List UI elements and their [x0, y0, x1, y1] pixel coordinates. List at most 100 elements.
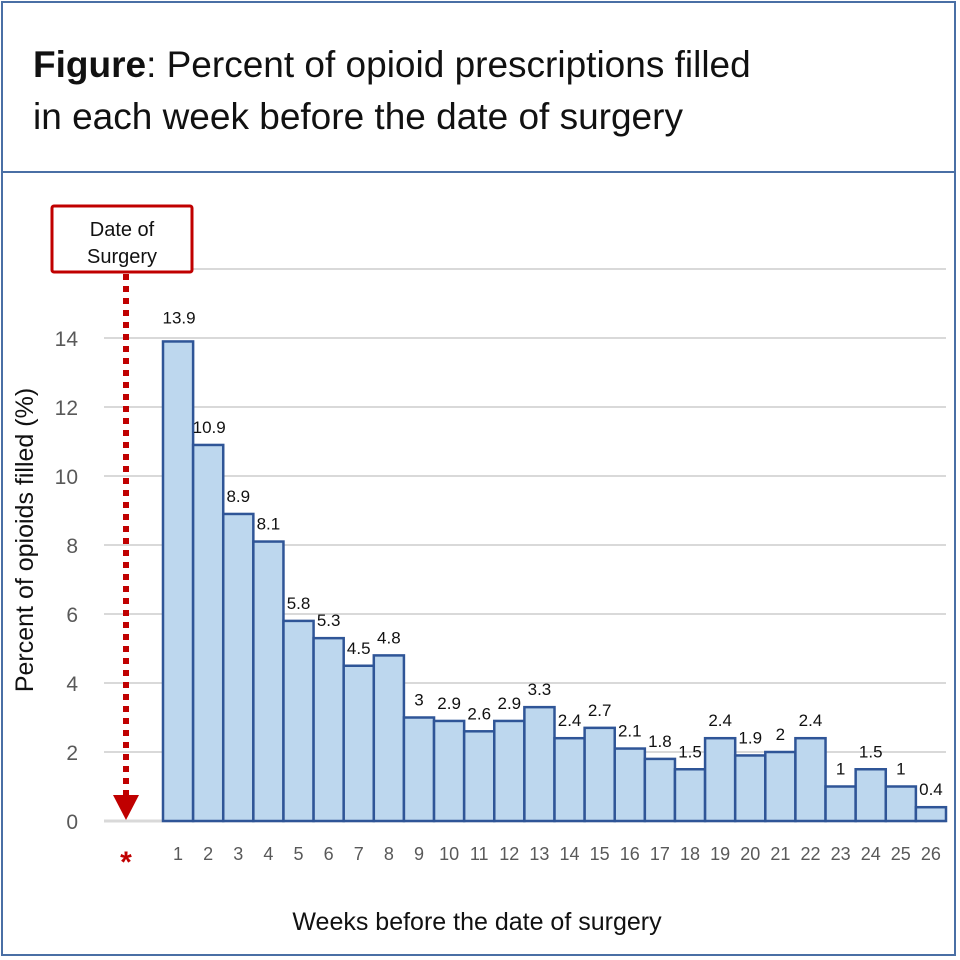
x-tick-label: 3 [233, 844, 243, 864]
data-label: 13.9 [163, 308, 196, 327]
data-label: 1.9 [738, 728, 762, 747]
x-tick-label: 23 [831, 844, 851, 864]
bar [462, 730, 496, 823]
x-tick-label: 6 [324, 844, 334, 864]
title-box: Figure: Percent of opioid prescriptions … [1, 1, 956, 173]
y-tick-label: 6 [66, 604, 78, 627]
x-tick-label: 1 [173, 844, 183, 864]
title-bold: Figure [33, 44, 147, 85]
surgery-marker: * [120, 846, 132, 879]
bar [342, 664, 376, 823]
x-tick-label: 8 [384, 844, 394, 864]
bar [733, 754, 767, 823]
bar [312, 636, 345, 823]
data-label: 8.9 [226, 487, 250, 506]
data-label: 1.5 [859, 742, 883, 761]
bar [523, 705, 556, 823]
bar [613, 747, 647, 823]
bar [372, 654, 406, 823]
x-tick-label: 20 [740, 844, 760, 864]
y-tick-label: 4 [66, 673, 78, 696]
x-tick-label: 15 [590, 844, 610, 864]
y-axis-title: Percent of opioids filled (%) [11, 388, 39, 692]
data-label: 2.9 [437, 694, 461, 713]
bar [703, 736, 737, 823]
data-label: 5.3 [317, 611, 341, 630]
x-tick-label: 13 [529, 844, 549, 864]
x-tick-label: 9 [414, 844, 424, 864]
bar [402, 716, 436, 823]
x-tick-label: 25 [891, 844, 911, 864]
bar [643, 757, 677, 823]
data-label: 1.5 [678, 742, 702, 761]
bar [764, 750, 797, 823]
bar [884, 785, 918, 823]
figure-title: Figure: Percent of opioid prescriptions … [33, 39, 751, 143]
data-label: 2.1 [618, 722, 642, 741]
x-tick-label: 14 [560, 844, 580, 864]
x-tick-label: 17 [650, 844, 670, 864]
bar [221, 512, 255, 823]
bar [854, 768, 888, 823]
data-label: 2.4 [799, 711, 823, 730]
bar [583, 726, 616, 823]
data-label: 1 [896, 760, 905, 779]
data-label: 2 [776, 725, 785, 744]
x-tick-label: 5 [294, 844, 304, 864]
y-tick-label: 8 [66, 535, 78, 558]
x-tick-label: 2 [203, 844, 213, 864]
y-tick-label: 2 [66, 742, 78, 765]
title-line2: in each week before the date of surgery [33, 96, 683, 137]
data-label: 3.3 [528, 680, 552, 699]
bar [282, 619, 315, 823]
bar [914, 805, 948, 823]
bar [553, 736, 586, 823]
bar [673, 768, 707, 823]
bar [824, 785, 857, 823]
data-label: 4.5 [347, 639, 371, 658]
data-label: 2.4 [708, 711, 732, 730]
x-tick-label: 21 [770, 844, 790, 864]
data-label: 4.8 [377, 628, 401, 647]
data-label: 3 [414, 691, 423, 710]
data-label: 5.8 [287, 594, 311, 613]
data-label: 2.6 [467, 704, 491, 723]
x-tick-label: 7 [354, 844, 364, 864]
x-tick-label: 4 [263, 844, 273, 864]
data-label: 2.7 [588, 701, 612, 720]
annotation-line2: Surgery [87, 246, 157, 268]
bar [493, 719, 526, 823]
data-label: 1.8 [648, 732, 672, 751]
bar [191, 443, 225, 823]
arrow-down-icon [113, 795, 139, 820]
bar [161, 340, 195, 823]
x-tick-label: 11 [470, 844, 489, 864]
y-tick-label: 0 [66, 811, 78, 834]
bar [252, 540, 285, 823]
x-tick-label: 16 [620, 844, 640, 864]
x-tick-label: 18 [680, 844, 700, 864]
x-tick-label: 19 [710, 844, 730, 864]
x-tick-label: 12 [499, 844, 519, 864]
data-label: 10.9 [193, 418, 226, 437]
data-label: 2.4 [558, 711, 582, 730]
data-label: 8.1 [257, 515, 281, 534]
x-tick-label: 10 [439, 844, 459, 864]
title-rest: : Percent of opioid prescriptions filled [146, 44, 751, 85]
x-tick-label: 24 [861, 844, 881, 864]
bar [432, 719, 466, 823]
annotation-line1: Date of [90, 219, 155, 241]
data-label: 1 [836, 760, 845, 779]
y-tick-label: 10 [55, 466, 78, 489]
x-tick-label: 22 [800, 844, 820, 864]
y-tick-label: 12 [55, 397, 78, 420]
data-label: 2.9 [498, 694, 522, 713]
bar [794, 736, 827, 823]
data-label: 0.4 [919, 780, 943, 799]
x-axis-title: Weeks before the date of surgery [292, 908, 662, 936]
x-tick-label: 26 [921, 844, 941, 864]
y-tick-label: 14 [55, 328, 79, 351]
date-of-surgery-box [50, 204, 194, 274]
